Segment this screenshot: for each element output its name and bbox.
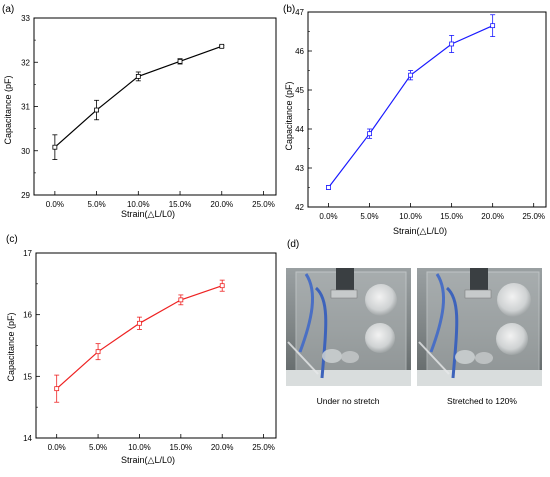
x-tick-label: 10.0%: [128, 443, 151, 452]
y-tick-label: 32: [21, 58, 30, 67]
panel-d: (d) Under no stretch: [286, 239, 542, 406]
data-point: [219, 283, 225, 289]
panel-label: (b): [283, 4, 295, 15]
x-axis-title: Strain(△L/L0): [393, 226, 447, 236]
data-point: [178, 297, 184, 303]
series-line: [328, 25, 493, 188]
y-tick-label: 42: [295, 203, 304, 212]
x-tick-label: 5.0%: [87, 200, 105, 209]
x-tick-label: 0.0%: [48, 443, 66, 452]
panel-b: (b) Capacitance (pF) Strain(△L/L0) 0.0% 5…: [283, 4, 547, 236]
y-tick-label: 31: [21, 103, 30, 112]
series-line: [56, 285, 223, 390]
x-tick-label: 15.0%: [169, 200, 192, 209]
y-tick-label: 43: [295, 164, 304, 173]
panel-label: (a): [2, 4, 14, 15]
x-axis-title: Strain(△L/L0): [121, 455, 175, 465]
x-axis-title: Strain(△L/L0): [121, 209, 175, 219]
y-tick-label: 33: [21, 14, 30, 23]
data-point: [367, 131, 372, 137]
x-tick-label: 5.0%: [360, 212, 378, 221]
y-tick-label: 29: [21, 191, 30, 200]
x-tick-label: 10.0%: [127, 200, 150, 209]
data-point: [408, 72, 413, 78]
y-tick-label: 16: [23, 311, 32, 320]
caption-left: Under no stretch: [317, 396, 380, 406]
series-line: [54, 45, 222, 148]
x-tick-label: 25.0%: [252, 200, 275, 209]
plot-area: 0.0% 5.0% 10.0% 15.0% 20.0% 25.0% 29 30 31 32 33: [21, 14, 277, 209]
axes-frame: [33, 17, 277, 196]
y-tick-label: 17: [23, 249, 32, 258]
x-tick-label: 25.0%: [522, 212, 545, 221]
data-point: [219, 43, 225, 49]
panel-a: (a) Capacitance (pF) Strain(△L/L0) 0.0% 5…: [2, 4, 277, 219]
caption-right: Stretched to 120%: [447, 396, 517, 406]
axes-frame: [307, 11, 547, 208]
x-tick-label: 5.0%: [89, 443, 107, 452]
x-tick-label: 10.0%: [399, 212, 422, 221]
plot-area: 0.0% 5.0% 10.0% 15.0% 20.0% 25.0% 14 15 16 17: [23, 249, 277, 452]
data-point: [490, 23, 496, 29]
y-tick-label: 15: [23, 372, 32, 381]
x-tick-label: 0.0%: [319, 212, 337, 221]
photo-stretched: [417, 268, 542, 386]
panel-label: (c): [6, 234, 18, 245]
data-point: [94, 107, 99, 113]
y-axis-title: Capacitance (pF): [284, 81, 294, 150]
y-tick-label: 46: [295, 47, 304, 56]
x-tick-label: 15.0%: [440, 212, 463, 221]
data-point: [177, 58, 183, 64]
axes-frame: [35, 252, 277, 439]
x-tick-label: 20.0%: [481, 212, 504, 221]
y-tick-label: 45: [295, 86, 304, 95]
plot-area: 0.0% 5.0% 10.0% 15.0% 20.0% 25.0% 42 43 44 45 46 47: [295, 8, 547, 221]
data-point: [326, 185, 331, 190]
panel-label: (d): [287, 239, 299, 250]
y-tick-label: 44: [295, 125, 304, 134]
x-tick-label: 25.0%: [252, 443, 275, 452]
x-tick-label: 20.0%: [211, 443, 234, 452]
x-tick-label: 0.0%: [46, 200, 64, 209]
photo-under-no-stretch: [286, 268, 411, 386]
data-point: [135, 74, 141, 79]
data-point: [449, 41, 455, 47]
x-tick-label: 15.0%: [169, 443, 192, 452]
data-point: [95, 349, 101, 355]
data-point: [54, 386, 60, 392]
y-axis-title: Capacitance (pF): [3, 75, 13, 144]
y-tick-label: 47: [295, 8, 304, 17]
panel-c: (c) Capacitance (pF) Strain(△L/L0) 0.0% 5…: [6, 234, 277, 465]
y-tick-label: 14: [23, 434, 32, 443]
y-axis-title: Capacitance (pF): [6, 312, 16, 381]
data-point: [52, 144, 58, 150]
y-tick-label: 30: [21, 147, 30, 156]
data-point: [137, 320, 142, 326]
x-tick-label: 20.0%: [210, 200, 233, 209]
